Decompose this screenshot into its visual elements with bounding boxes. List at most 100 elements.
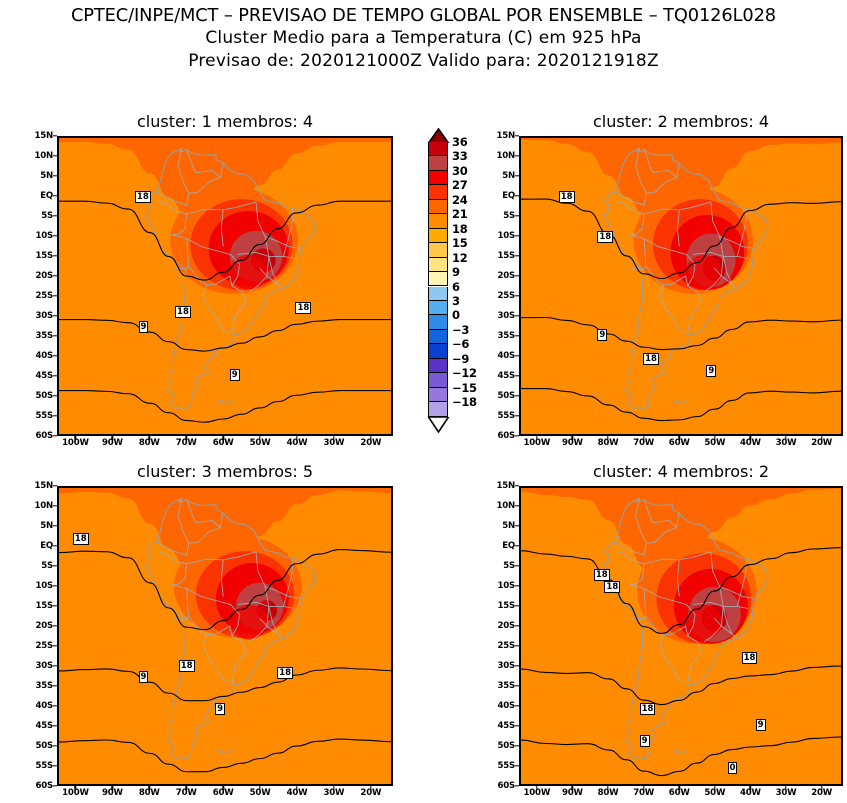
contour-label-9: 9 bbox=[138, 671, 149, 684]
x-axis-label-20W: 20W bbox=[360, 788, 382, 798]
y-tick bbox=[53, 785, 57, 787]
colorbar-band--18 bbox=[428, 402, 448, 417]
admin-border bbox=[719, 236, 755, 249]
panel-2-map: 18 18 18 9 9 bbox=[519, 136, 843, 436]
x-tick bbox=[571, 786, 574, 790]
y-tick bbox=[53, 355, 57, 357]
x-axis-label-60W: 60W bbox=[668, 788, 690, 798]
y-tick bbox=[515, 335, 519, 337]
panel-4-map: 18 18 18 18 9 9 0 bbox=[519, 486, 843, 786]
colorbar-band-30 bbox=[428, 170, 448, 186]
y-axis-label-20S: 20S bbox=[35, 271, 53, 281]
x-axis-label-50W: 50W bbox=[249, 788, 271, 798]
admin-border bbox=[736, 208, 747, 257]
y-axis-label-10N: 10N bbox=[496, 501, 515, 511]
x-tick bbox=[259, 786, 261, 790]
admin-border bbox=[259, 267, 279, 285]
y-axis-label-10S: 10S bbox=[35, 231, 53, 241]
y-axis-label-35S: 35S bbox=[35, 331, 53, 341]
contour-line-18 bbox=[521, 547, 841, 635]
y-axis-label-35S: 35S bbox=[35, 681, 53, 691]
admin-border bbox=[264, 236, 302, 249]
y-axis-label-15N: 15N bbox=[34, 481, 53, 491]
y-axis-label-10N: 10N bbox=[34, 151, 53, 161]
contour-label-18: 18 bbox=[639, 703, 656, 715]
colorbar-label--3: −3 bbox=[452, 322, 470, 337]
x-tick bbox=[820, 786, 823, 790]
y-tick bbox=[515, 415, 519, 417]
y-axis-label-55S: 55S bbox=[497, 411, 515, 421]
admin-border bbox=[643, 149, 677, 178]
y-axis-label-40S: 40S bbox=[35, 351, 53, 361]
colorbar-label-24: 24 bbox=[452, 192, 468, 207]
y-tick bbox=[53, 605, 57, 607]
admin-border bbox=[186, 499, 221, 528]
x-tick bbox=[333, 786, 335, 790]
admin-border bbox=[659, 634, 685, 684]
y-tick bbox=[53, 545, 57, 547]
y-axis-label-60S: 60S bbox=[35, 781, 53, 791]
x-axis-label-90W: 90W bbox=[561, 788, 583, 798]
contour-line-18 bbox=[521, 198, 841, 280]
x-tick bbox=[785, 786, 787, 790]
colorbar-band-24 bbox=[428, 199, 448, 215]
y-axis-label-20S: 20S bbox=[497, 621, 515, 631]
y-tick bbox=[53, 255, 57, 257]
colorbar-band-12 bbox=[428, 257, 448, 273]
contour-line-18 bbox=[59, 200, 391, 281]
y-axis-label-15S: 15S bbox=[497, 601, 515, 611]
x-tick bbox=[820, 436, 823, 440]
x-axis-label-40W: 40W bbox=[740, 438, 761, 448]
y-axis-label-15S: 15S bbox=[497, 251, 515, 261]
colorbar-bottom-arrow bbox=[427, 416, 449, 433]
colorbar-label-36: 36 bbox=[452, 135, 468, 149]
admin-border bbox=[617, 163, 680, 206]
admin-border bbox=[677, 209, 680, 247]
x-tick bbox=[148, 786, 150, 790]
y-axis-label-30S: 30S bbox=[497, 311, 515, 321]
contour-label-18: 18 bbox=[741, 651, 758, 664]
admin-border bbox=[186, 149, 221, 178]
x-tick bbox=[148, 436, 150, 440]
x-axis-label-100W: 100W bbox=[523, 788, 551, 798]
admin-border bbox=[177, 498, 190, 544]
y-axis-label-10N: 10N bbox=[34, 501, 53, 511]
panel-3-title: cluster: 3 membros: 5 bbox=[136, 462, 314, 481]
contour-line-0 bbox=[59, 390, 391, 423]
y-axis-label-25S: 25S bbox=[35, 641, 53, 651]
y-tick bbox=[53, 525, 57, 527]
contour-label-9: 9 bbox=[597, 329, 608, 342]
colorbar-label-15: 15 bbox=[452, 236, 468, 251]
y-tick bbox=[53, 295, 57, 297]
y-tick bbox=[515, 745, 519, 747]
y-tick bbox=[515, 545, 519, 547]
contour-label-18: 18 bbox=[295, 301, 312, 314]
colorbar-band--15 bbox=[428, 387, 448, 403]
admin-border bbox=[177, 148, 190, 194]
colorbar-band-21 bbox=[428, 214, 448, 229]
y-tick bbox=[515, 585, 519, 587]
y-axis-label-30S: 30S bbox=[35, 311, 53, 321]
y-tick bbox=[53, 585, 57, 587]
x-axis-label-50W: 50W bbox=[704, 438, 726, 448]
y-tick bbox=[53, 685, 57, 687]
x-tick bbox=[74, 786, 77, 790]
admin-border bbox=[631, 616, 647, 620]
contour-label-18: 18 bbox=[175, 305, 191, 318]
y-axis-label-EQ: EQ bbox=[502, 191, 515, 201]
admin-border bbox=[635, 148, 647, 194]
colorbar-band--12 bbox=[428, 373, 448, 388]
y-tick bbox=[515, 135, 519, 137]
x-axis-label-60W: 60W bbox=[212, 788, 234, 798]
y-axis-label-10S: 10S bbox=[497, 581, 515, 591]
contour-line-9 bbox=[521, 316, 841, 351]
admin-border bbox=[172, 212, 191, 236]
y-tick bbox=[515, 665, 519, 667]
admin-border bbox=[202, 284, 229, 334]
y-tick bbox=[515, 625, 519, 627]
x-tick bbox=[749, 436, 752, 440]
admin-border bbox=[643, 499, 677, 528]
contour-label-18: 18 bbox=[593, 568, 610, 581]
contour-label-18: 18 bbox=[558, 191, 575, 204]
x-tick bbox=[296, 436, 298, 440]
